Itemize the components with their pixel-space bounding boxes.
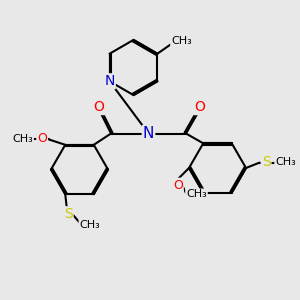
Text: O: O bbox=[94, 100, 104, 114]
Text: O: O bbox=[173, 178, 183, 192]
Text: O: O bbox=[194, 100, 205, 114]
Text: CH₃: CH₃ bbox=[80, 220, 100, 230]
Text: CH₃: CH₃ bbox=[171, 36, 192, 46]
Text: CH₃: CH₃ bbox=[275, 157, 296, 167]
Text: N: N bbox=[143, 126, 154, 141]
Text: S: S bbox=[262, 155, 271, 169]
Text: O: O bbox=[37, 132, 47, 145]
Text: CH₃: CH₃ bbox=[186, 189, 207, 200]
Text: CH₃: CH₃ bbox=[12, 134, 33, 144]
Text: N: N bbox=[104, 74, 115, 88]
Text: S: S bbox=[64, 207, 73, 221]
